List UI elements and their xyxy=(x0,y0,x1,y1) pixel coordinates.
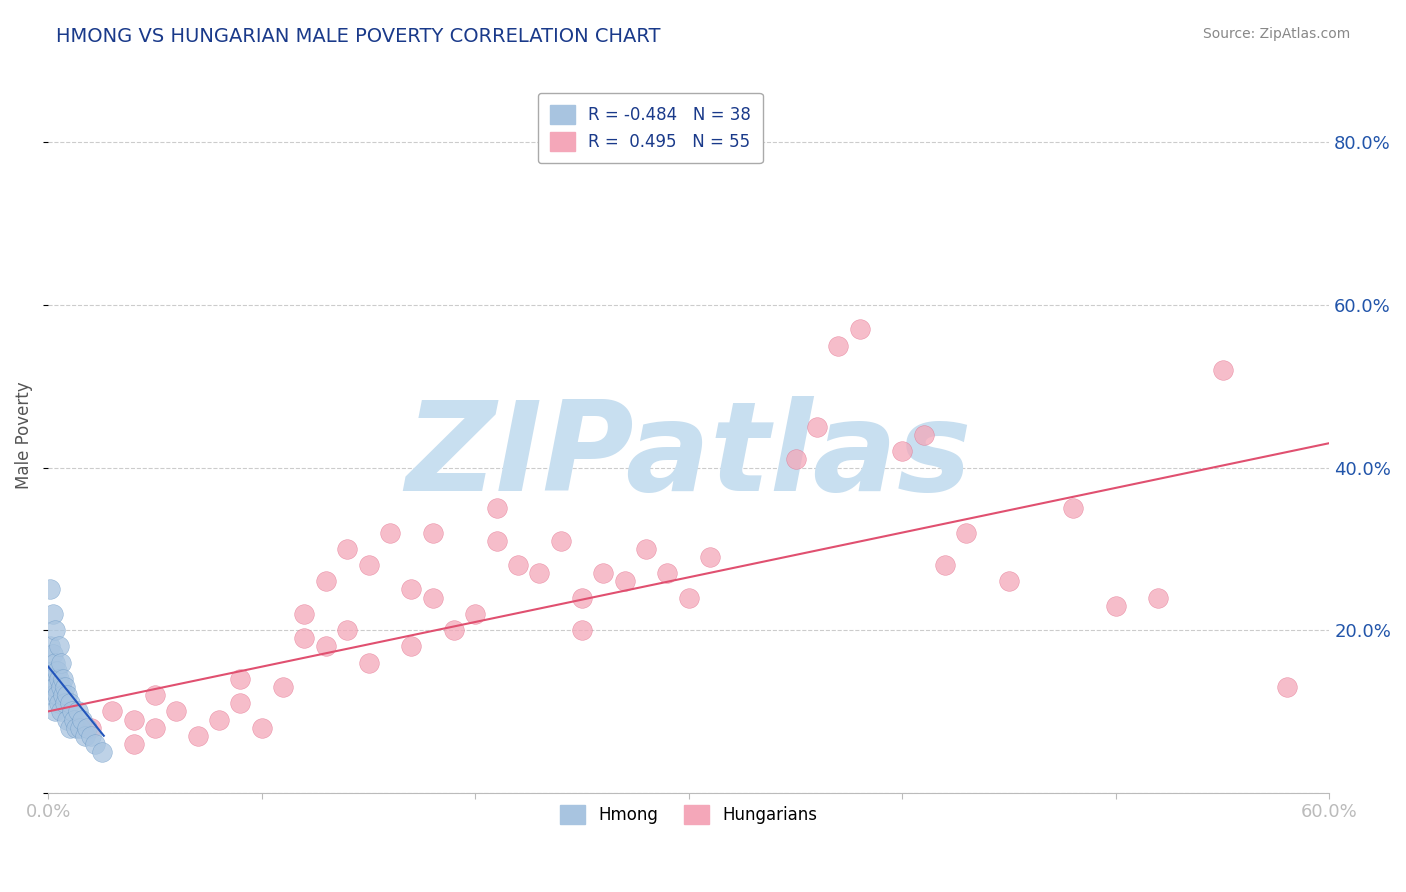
Point xyxy=(1147,591,1170,605)
Point xyxy=(187,729,209,743)
Point xyxy=(1275,680,1298,694)
Point xyxy=(53,680,76,694)
Point xyxy=(39,640,62,654)
Point xyxy=(49,705,72,719)
Point xyxy=(315,640,337,654)
Point xyxy=(378,525,401,540)
Point xyxy=(271,680,294,694)
Point xyxy=(45,688,67,702)
Point xyxy=(67,705,90,719)
Point xyxy=(934,558,956,573)
Point xyxy=(59,696,82,710)
Point xyxy=(49,656,72,670)
Point xyxy=(678,591,700,605)
Point xyxy=(399,582,422,597)
Point xyxy=(422,525,444,540)
Point xyxy=(657,566,679,581)
Point xyxy=(550,533,572,548)
Point xyxy=(44,656,66,670)
Point xyxy=(84,737,107,751)
Point xyxy=(636,541,658,556)
Point xyxy=(63,713,86,727)
Point xyxy=(912,428,935,442)
Point xyxy=(891,444,914,458)
Point xyxy=(44,705,66,719)
Point xyxy=(229,696,252,710)
Point xyxy=(827,338,849,352)
Point xyxy=(422,591,444,605)
Point xyxy=(529,566,551,581)
Point xyxy=(41,607,63,621)
Point xyxy=(48,640,70,654)
Point xyxy=(72,713,94,727)
Point xyxy=(143,688,166,702)
Point xyxy=(955,525,977,540)
Point xyxy=(998,574,1021,589)
Point xyxy=(69,721,91,735)
Point xyxy=(506,558,529,573)
Point xyxy=(49,680,72,694)
Point xyxy=(48,672,70,686)
Point xyxy=(41,664,63,678)
Point xyxy=(39,672,62,686)
Point xyxy=(336,623,359,637)
Text: ZIPatlas: ZIPatlas xyxy=(405,396,972,517)
Point xyxy=(848,322,870,336)
Point xyxy=(208,713,231,727)
Point xyxy=(485,501,508,516)
Point xyxy=(357,558,380,573)
Point xyxy=(143,721,166,735)
Point xyxy=(48,696,70,710)
Point xyxy=(571,591,593,605)
Text: HMONG VS HUNGARIAN MALE POVERTY CORRELATION CHART: HMONG VS HUNGARIAN MALE POVERTY CORRELAT… xyxy=(56,27,661,45)
Point xyxy=(315,574,337,589)
Point xyxy=(56,688,79,702)
Point xyxy=(90,745,112,759)
Point xyxy=(101,705,124,719)
Point xyxy=(464,607,486,621)
Point xyxy=(41,648,63,662)
Point xyxy=(1062,501,1084,516)
Point xyxy=(571,623,593,637)
Point xyxy=(41,688,63,702)
Point xyxy=(52,688,75,702)
Point xyxy=(336,541,359,556)
Text: Source: ZipAtlas.com: Source: ZipAtlas.com xyxy=(1202,27,1350,41)
Point xyxy=(785,452,807,467)
Legend: Hmong, Hungarians: Hmong, Hungarians xyxy=(551,795,827,834)
Point xyxy=(44,623,66,637)
Point xyxy=(122,737,145,751)
Point xyxy=(80,721,103,735)
Point xyxy=(443,623,465,637)
Point xyxy=(76,721,98,735)
Point xyxy=(294,607,316,621)
Point xyxy=(60,705,83,719)
Y-axis label: Male Poverty: Male Poverty xyxy=(15,381,32,489)
Point xyxy=(613,574,636,589)
Point xyxy=(1211,363,1233,377)
Point xyxy=(485,533,508,548)
Point xyxy=(52,672,75,686)
Point xyxy=(399,640,422,654)
Point xyxy=(53,696,76,710)
Point xyxy=(250,721,273,735)
Point xyxy=(65,721,87,735)
Point xyxy=(80,729,103,743)
Point xyxy=(73,729,96,743)
Point xyxy=(1105,599,1128,613)
Point xyxy=(122,713,145,727)
Point xyxy=(357,656,380,670)
Point xyxy=(59,721,82,735)
Point xyxy=(39,582,62,597)
Point xyxy=(592,566,614,581)
Point xyxy=(165,705,187,719)
Point xyxy=(229,672,252,686)
Point xyxy=(294,632,316,646)
Point xyxy=(44,680,66,694)
Point xyxy=(56,713,79,727)
Point xyxy=(699,549,721,564)
Point xyxy=(806,420,828,434)
Point xyxy=(45,664,67,678)
